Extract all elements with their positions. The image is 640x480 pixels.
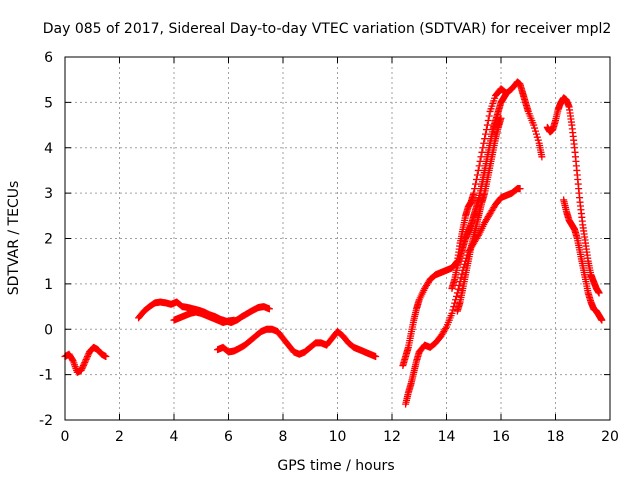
data-point [474, 166, 482, 174]
x-axis-label: GPS time / hours [277, 458, 394, 474]
data-point [476, 157, 484, 165]
data-point [477, 153, 485, 161]
x-tick-label: 0 [61, 429, 70, 445]
data-point [533, 133, 541, 141]
data-point [79, 362, 87, 370]
data-point [478, 148, 486, 156]
x-tick-label: 12 [383, 429, 401, 445]
y-tick-label: -2 [39, 413, 53, 429]
x-tick-label: 4 [170, 429, 179, 445]
y-tick-label: -1 [39, 368, 53, 384]
data-point [442, 324, 450, 332]
data-point [471, 185, 479, 193]
x-tick-label: 10 [329, 429, 347, 445]
chart-title: Day 085 of 2017, Sidereal Day-to-day VTE… [43, 21, 612, 37]
x-axis-tick-labels: 0 2 4 6 8 10 12 14 16 18 20 [61, 429, 619, 445]
data-point [532, 130, 540, 138]
data-point [472, 180, 480, 188]
data-point [595, 289, 603, 297]
x-tick-label: 2 [115, 429, 124, 445]
data-point [458, 270, 466, 278]
data-point [483, 121, 491, 129]
data-point [81, 359, 89, 367]
data-point [502, 89, 510, 97]
data-point [79, 363, 87, 371]
data-point [68, 356, 76, 364]
x-tick-label: 6 [224, 429, 233, 445]
data-point [497, 114, 505, 122]
data-point [372, 352, 380, 360]
y-tick-label: 0 [44, 322, 53, 338]
x-tick-label: 14 [438, 429, 456, 445]
y-tick-label: 3 [44, 186, 53, 202]
x-tick-label: 18 [547, 429, 565, 445]
data-point [538, 153, 546, 161]
data-point [265, 305, 273, 313]
data-point [457, 274, 465, 282]
data-point [598, 316, 606, 324]
data-point [448, 309, 456, 317]
data-point [475, 162, 483, 170]
data-point [81, 357, 89, 365]
data-point [531, 124, 539, 132]
data-point [84, 351, 92, 359]
data-point [452, 292, 460, 300]
data-point [102, 352, 110, 360]
data-point [83, 352, 91, 360]
data-point [470, 189, 478, 197]
y-axis-label: SDTVAR / TECUs [6, 181, 22, 296]
x-tick-label: 16 [492, 429, 510, 445]
data-point [455, 281, 463, 289]
data-point [480, 139, 488, 147]
y-tick-label: 6 [44, 50, 53, 66]
data-point [481, 135, 489, 143]
data-point [479, 144, 487, 152]
data-point [532, 127, 540, 135]
y-tick-label: 4 [44, 141, 53, 157]
data-point [534, 136, 542, 144]
data-point [473, 171, 481, 179]
y-tick-label: 1 [44, 277, 53, 293]
data-point [83, 354, 91, 362]
data-point [77, 366, 85, 374]
data-point [80, 360, 88, 368]
axis-ticks [64, 56, 611, 421]
y-axis-tick-labels: -2 -1 0 1 2 3 4 5 6 [39, 50, 53, 429]
data-point [516, 185, 524, 193]
y-tick-label: 5 [44, 95, 53, 111]
data-point [230, 316, 238, 324]
data-points [61, 78, 606, 408]
x-tick-label: 8 [279, 429, 288, 445]
data-point [485, 112, 493, 120]
data-point [472, 176, 480, 184]
data-point [482, 126, 490, 134]
y-tick-label: 2 [44, 232, 53, 248]
data-point [530, 121, 538, 129]
data-point [482, 130, 490, 138]
data-point [82, 356, 90, 363]
x-tick-label: 20 [601, 429, 619, 445]
data-point [454, 285, 462, 293]
data-point [78, 365, 86, 373]
data-point [484, 117, 492, 125]
